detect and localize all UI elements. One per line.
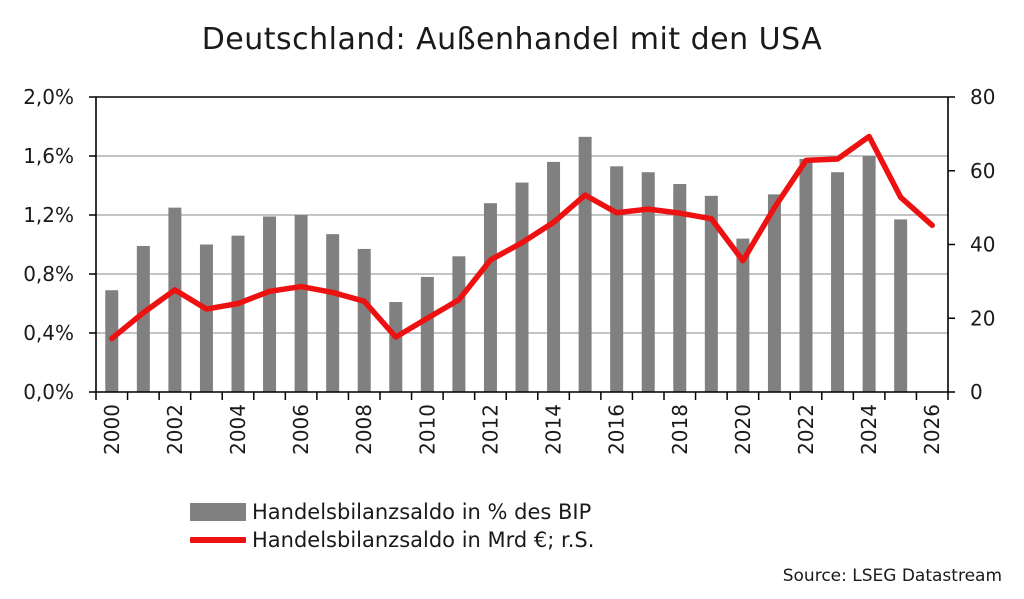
y-right-tick-label: 60 xyxy=(970,159,995,183)
legend-item-line: Handelsbilanzsaldo in Mrd €; r.S. xyxy=(190,526,594,554)
y-right-tick-label: 40 xyxy=(970,233,995,257)
bar xyxy=(326,234,340,392)
legend-swatch-line xyxy=(190,537,246,543)
x-tick-label: 2004 xyxy=(226,404,250,455)
x-tick-label: 2012 xyxy=(478,404,502,455)
bar-series xyxy=(105,136,908,392)
y-right-tick-label: 80 xyxy=(970,85,995,109)
bar xyxy=(136,245,150,392)
x-tick-label: 2020 xyxy=(731,404,755,455)
y-right-tick-label: 0 xyxy=(970,380,983,404)
bar xyxy=(641,172,655,392)
bar xyxy=(452,256,466,392)
bar xyxy=(610,166,624,392)
bar xyxy=(389,302,403,392)
bar xyxy=(736,238,750,392)
bar xyxy=(547,161,561,392)
legend: Handelsbilanzsaldo in % des BIP Handelsb… xyxy=(190,498,594,554)
x-tick-label: 2010 xyxy=(415,404,439,455)
legend-label-bars: Handelsbilanzsaldo in % des BIP xyxy=(252,500,592,524)
bar xyxy=(420,276,434,392)
y-left-tick-label: 1,6% xyxy=(23,144,74,168)
bar xyxy=(578,136,592,392)
bar xyxy=(515,182,529,392)
axes xyxy=(89,96,955,400)
bar xyxy=(357,248,371,392)
bar xyxy=(199,244,213,392)
y-left-tick-label: 2,0% xyxy=(23,85,74,109)
tick-labels: 0,0% 0,4% 0,8% 1,2% 1,6% 2,0% 0 20 40 60 80 2000 200… xyxy=(23,85,995,455)
chart-title: Deutschland: Außenhandel mit den USA xyxy=(201,22,823,57)
x-tick-label: 2018 xyxy=(668,404,692,455)
bar xyxy=(231,235,245,392)
legend-label-line: Handelsbilanzsaldo in Mrd €; r.S. xyxy=(252,528,595,552)
source-note: Source: LSEG Datastream xyxy=(782,566,1002,586)
x-tick-label: 2006 xyxy=(289,404,313,455)
x-tick-label: 2014 xyxy=(542,404,566,455)
legend-item-bars: Handelsbilanzsaldo in % des BIP xyxy=(190,498,594,526)
x-tick-label: 2026 xyxy=(920,404,944,455)
x-tick-label: 2008 xyxy=(352,404,376,455)
bar xyxy=(704,195,718,392)
y-right-tick-label: 20 xyxy=(970,306,995,330)
bar xyxy=(263,216,277,392)
y-left-tick-label: 0,0% xyxy=(23,380,74,404)
y-left-tick-label: 0,8% xyxy=(23,262,74,286)
x-tick-label: 2016 xyxy=(605,404,629,455)
bar xyxy=(168,207,182,392)
bar xyxy=(483,203,497,392)
y-left-tick-label: 0,4% xyxy=(23,321,74,345)
x-tick-label: 2002 xyxy=(163,404,187,455)
x-tick-label: 2022 xyxy=(794,404,818,455)
bar xyxy=(673,184,687,392)
bar xyxy=(294,215,308,392)
bar xyxy=(862,156,876,392)
line-series xyxy=(109,133,935,342)
x-tick-label: 2024 xyxy=(857,404,881,455)
bar xyxy=(799,158,813,392)
legend-swatch-bar xyxy=(190,503,246,521)
bar xyxy=(767,194,781,392)
y-left-tick-label: 1,2% xyxy=(23,203,74,227)
bar xyxy=(831,172,845,392)
bar xyxy=(894,219,908,392)
x-tick-label: 2000 xyxy=(100,404,124,455)
